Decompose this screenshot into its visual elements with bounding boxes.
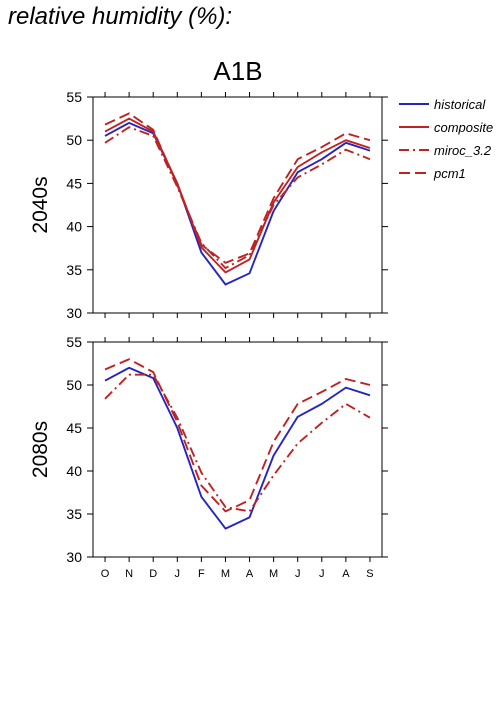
legend-label: pcm1: [433, 166, 466, 181]
page-title: relative humidity (%):: [8, 3, 233, 30]
plot-frame: [92, 96, 383, 314]
x-tick-label: M: [221, 568, 230, 580]
series-line-historical: [104, 121, 371, 286]
series-line-miroc-3-2: [104, 126, 371, 270]
series-line-historical: [104, 366, 371, 530]
y-axis-label: 2040s: [29, 176, 52, 233]
y-tick-label: 45: [66, 175, 82, 191]
chart-panels: 30 35 40 45 50 55 2040s 30 35 40 45 50 55 O N D J F M A M J J A…: [29, 89, 388, 580]
chart-panel-1: 30 35 40 45 50 55 2040s: [29, 89, 388, 321]
y-tick-label: 30: [66, 305, 82, 321]
y-tick-label: 55: [66, 334, 82, 350]
x-tick-label: F: [198, 568, 205, 580]
y-tick-label: 50: [66, 377, 82, 393]
y-tick-label: 45: [66, 420, 82, 436]
y-tick-label: 40: [66, 219, 82, 235]
x-tick-label: J: [175, 568, 181, 580]
x-tick-label: N: [125, 568, 133, 580]
chart-panel-2: 30 35 40 45 50 55 O N D J F M A M J J A S 2080s: [29, 334, 388, 580]
y-axis-label: 2080s: [29, 421, 52, 478]
legend-label: historical: [434, 97, 486, 112]
x-tick-label: J: [319, 568, 325, 580]
x-tick-label: O: [101, 568, 110, 580]
legend-label: composite: [434, 120, 493, 135]
y-tick-label: 35: [66, 506, 82, 522]
y-tick-label: 40: [66, 463, 82, 479]
x-tick-label: D: [149, 568, 157, 580]
series-line-composite: [104, 117, 371, 274]
x-tick-label: A: [246, 568, 254, 580]
legend: historical composite miroc_3.2 pcm1: [399, 97, 493, 181]
series-line-miroc-3-2: [104, 373, 371, 513]
y-tick-label: 55: [66, 89, 82, 105]
legend-label: miroc_3.2: [434, 143, 492, 158]
y-tick-label: 35: [66, 262, 82, 278]
series-line-pcm1: [104, 112, 371, 264]
x-tick-label: J: [295, 568, 301, 580]
y-tick-label: 30: [66, 549, 82, 565]
y-tick-label: 50: [66, 132, 82, 148]
x-tick-label: M: [269, 568, 278, 580]
figure-title: A1B: [213, 56, 262, 86]
plot-frame: [92, 341, 383, 558]
series-line-pcm1: [104, 358, 371, 513]
x-tick-label: S: [366, 568, 373, 580]
x-tick-label: A: [342, 568, 350, 580]
